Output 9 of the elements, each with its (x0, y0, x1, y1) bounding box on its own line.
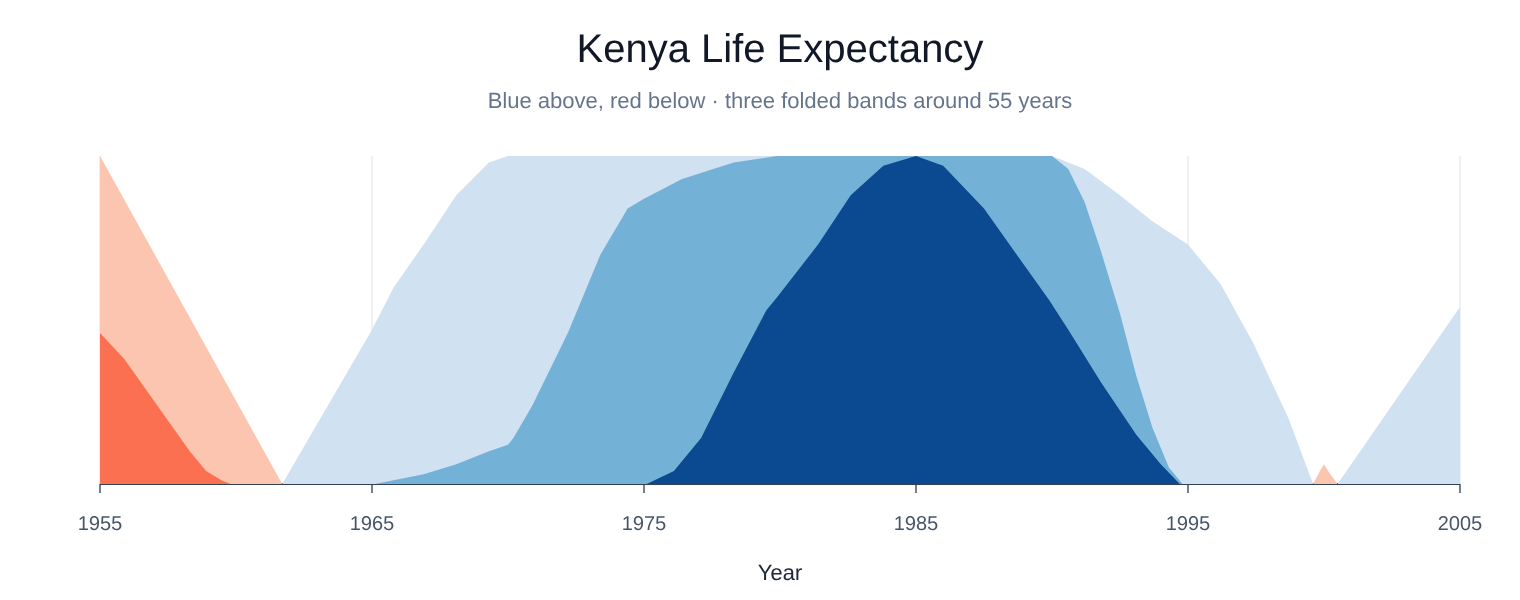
chart-subtitle: Blue above, red below · three folded bands around 55 years (489, 92, 1072, 113)
chart-title: Kenya Life Expectancy (579, 33, 984, 71)
x-tick-label: 1955 (79, 516, 122, 531)
x-tick-label: 1985 (895, 516, 938, 531)
x-tick-label: 1995 (1167, 516, 1210, 531)
x-tick-label: 1975 (623, 516, 666, 531)
x-axis-title: Year (758, 564, 802, 581)
x-tick-label: 1965 (351, 516, 394, 531)
x-tick-label: 2005 (1438, 516, 1482, 531)
